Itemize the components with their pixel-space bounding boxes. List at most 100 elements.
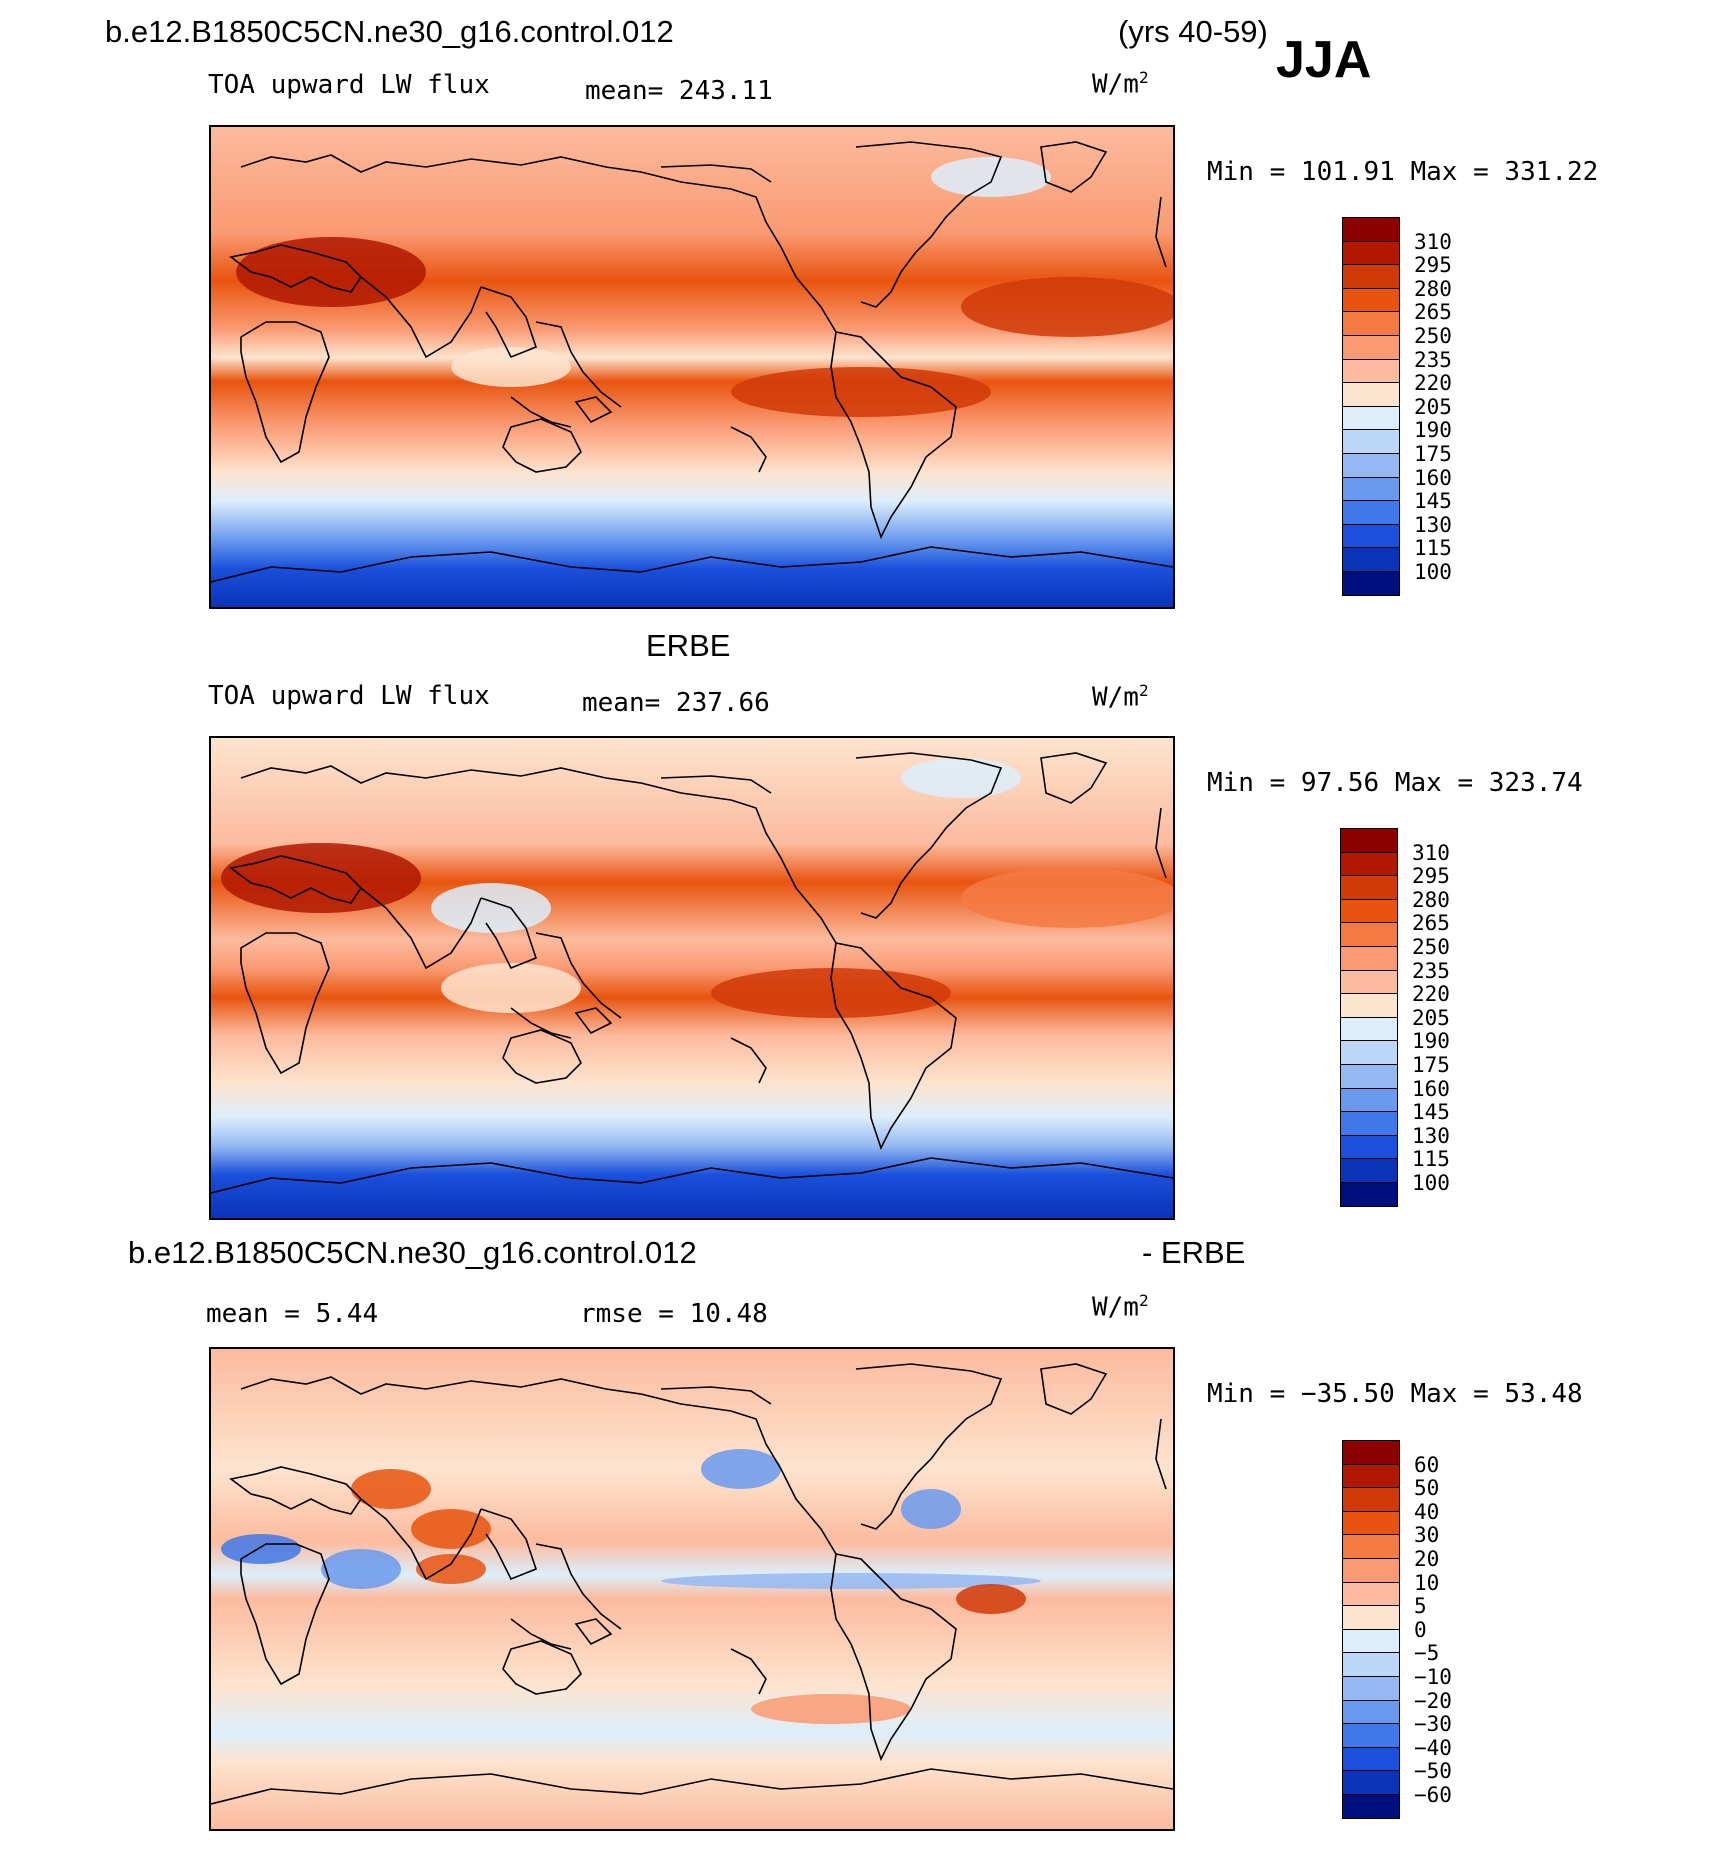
colorbar-box [1342, 571, 1400, 597]
colorbar-box [1342, 405, 1400, 431]
colorbar-box [1342, 1534, 1400, 1560]
colorbar-label: 0 [1414, 1617, 1427, 1642]
colorbar-label: 60 [1414, 1452, 1440, 1477]
colorbar-box [1342, 1770, 1400, 1796]
panel2-title: ERBE [646, 628, 731, 663]
colorbar-label: 115 [1412, 1147, 1450, 1172]
colorbar-label: 10 [1414, 1570, 1440, 1595]
colorbar-label: 280 [1412, 887, 1450, 912]
colorbar-label: 265 [1414, 300, 1452, 325]
colorbar-label: 50 [1414, 1476, 1440, 1501]
colorbar-label: −60 [1414, 1783, 1452, 1807]
colorbar-box [1342, 476, 1400, 502]
panel2-map [209, 736, 1175, 1220]
colorbar-box [1340, 875, 1398, 901]
colorbar-box [1342, 429, 1400, 455]
colorbar-box [1342, 1605, 1400, 1631]
panel2-map-field [211, 738, 1173, 1218]
panel2-minmax-label: Min = 97.56 Max = 323.74 [1207, 768, 1583, 798]
colorbar-label: 265 [1412, 911, 1450, 936]
panel1-map-field [211, 127, 1173, 607]
colorbar-label: 310 [1412, 840, 1450, 865]
colorbar-label: 220 [1414, 371, 1452, 396]
season-label: JJA [1276, 31, 1372, 89]
panel3-rmse-label: rmse = 10.48 [580, 1299, 768, 1329]
colorbar-box [1342, 453, 1400, 479]
colorbar-box [1342, 382, 1400, 408]
panel3-title-left: b.e12.B1850C5CN.ne30_g16.control.012 [128, 1235, 697, 1270]
colorbar-label: 190 [1412, 1029, 1450, 1054]
colorbar-box [1340, 1016, 1398, 1042]
colorbar-box [1342, 523, 1400, 549]
panel3-minmax-label: Min = −35.50 Max = 53.48 [1207, 1379, 1583, 1409]
colorbar-box [1342, 1699, 1400, 1725]
colorbar-box [1342, 287, 1400, 313]
colorbar-box [1342, 1440, 1400, 1466]
colorbar-label: 175 [1414, 442, 1452, 466]
colorbar-box [1340, 993, 1398, 1019]
panel2-variable-label: TOA upward LW flux [208, 681, 490, 711]
colorbar-box [1342, 1510, 1400, 1536]
colorbar-label: −30 [1414, 1712, 1452, 1737]
colorbar-box [1342, 1628, 1400, 1654]
panel3-units-label: W/m2 [1092, 1291, 1149, 1323]
years-label: (yrs 40-59) [1118, 14, 1268, 49]
colorbar-box [1342, 1746, 1400, 1772]
colorbar-label: −5 [1414, 1641, 1440, 1666]
colorbar-box [1342, 358, 1400, 384]
panel1-variable-label: TOA upward LW flux [208, 70, 490, 100]
colorbar-label: 310 [1414, 229, 1452, 254]
colorbar-box [1342, 335, 1400, 361]
colorbar-box [1340, 1087, 1398, 1113]
case-name-title: b.e12.B1850C5CN.ne30_g16.control.012 [105, 14, 674, 49]
colorbar-box [1342, 1794, 1400, 1820]
colorbar-box [1340, 946, 1398, 972]
colorbar-label: 20 [1414, 1547, 1440, 1571]
colorbar-label: 5 [1414, 1594, 1427, 1619]
colorbar-label: 235 [1412, 958, 1450, 983]
colorbar-box [1342, 547, 1400, 573]
colorbar-box [1340, 1040, 1398, 1066]
colorbar-label: 280 [1414, 276, 1452, 301]
colorbar-label: 235 [1414, 347, 1452, 372]
colorbar-box [1342, 1676, 1400, 1702]
colorbar-box [1340, 922, 1398, 948]
colorbar-box [1342, 1652, 1400, 1678]
colorbar-box [1340, 1111, 1398, 1137]
colorbar-box [1342, 1723, 1400, 1749]
colorbar-box [1340, 969, 1398, 995]
colorbar-box [1342, 264, 1400, 290]
colorbar-label: 175 [1412, 1053, 1450, 1077]
colorbar-label: 205 [1414, 394, 1452, 419]
colorbar-box [1340, 1182, 1398, 1208]
colorbar-label: 190 [1414, 418, 1452, 443]
colorbar-label: 100 [1412, 1171, 1450, 1195]
colorbar-label: 145 [1412, 1100, 1450, 1125]
colorbar-label: 145 [1414, 489, 1452, 514]
colorbar-label: 160 [1414, 465, 1452, 490]
colorbar-label: 220 [1412, 982, 1450, 1007]
colorbar-label: 100 [1414, 560, 1452, 584]
colorbar-label: 40 [1414, 1499, 1440, 1524]
panel3-map-field [211, 1349, 1173, 1829]
colorbar-label: 130 [1412, 1123, 1450, 1148]
colorbar-box [1340, 1064, 1398, 1090]
colorbar-box [1342, 1487, 1400, 1513]
panel1-mean-label: mean= 243.11 [585, 76, 773, 106]
colorbar-label: 130 [1414, 512, 1452, 537]
colorbar-label: −20 [1414, 1688, 1452, 1713]
colorbar-box [1342, 1558, 1400, 1584]
colorbar-label: −10 [1414, 1665, 1452, 1689]
panel1-map [209, 125, 1175, 609]
colorbar-box [1340, 1134, 1398, 1160]
panel3-mean-label: mean = 5.44 [206, 1299, 379, 1329]
colorbar-label: 205 [1412, 1005, 1450, 1030]
panel1-units-label: W/m2 [1092, 68, 1149, 100]
colorbar-box [1342, 311, 1400, 337]
colorbar-label: 250 [1412, 935, 1450, 959]
colorbar-label: 295 [1412, 864, 1450, 889]
colorbar-label: 160 [1412, 1076, 1450, 1101]
panel3-title-right: - ERBE [1142, 1235, 1246, 1270]
colorbar-label: 250 [1414, 324, 1452, 348]
panel2-mean-label: mean= 237.66 [582, 688, 770, 718]
